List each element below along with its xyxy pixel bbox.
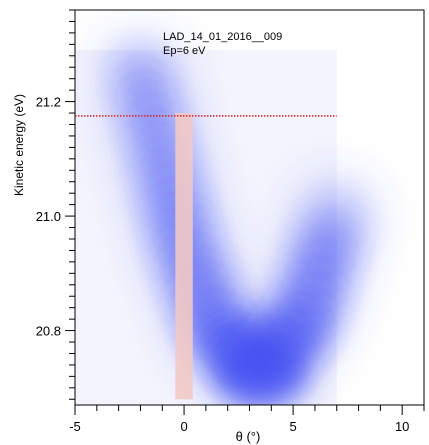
x-axis-label: θ (°) xyxy=(236,429,261,444)
x-axis-ticks: -5 0 5 10 xyxy=(69,405,425,434)
y-axis-ticks: 20.8 21.0 21.2 xyxy=(36,9,75,400)
annotation-line-2: Ep=6 eV xyxy=(163,45,206,57)
annotation-line-1: LAD_14_01_2016__009 xyxy=(163,31,282,43)
y-tick-label: 21.2 xyxy=(36,95,61,110)
x-tick-label: -5 xyxy=(69,419,81,434)
y-tick-label: 20.8 xyxy=(36,324,61,339)
x-tick-label: 0 xyxy=(180,419,187,434)
x-tick-label: 10 xyxy=(395,419,409,434)
x-tick-label: 5 xyxy=(290,419,297,434)
y-tick-label: 21.0 xyxy=(36,209,61,224)
band-intensity-blob xyxy=(302,208,361,259)
heatmap-band xyxy=(105,37,372,405)
vertical-marker-band xyxy=(175,113,193,400)
band-minimum-intensity xyxy=(215,344,306,405)
y-axis-label: Kinetic energy (eV) xyxy=(12,94,26,196)
